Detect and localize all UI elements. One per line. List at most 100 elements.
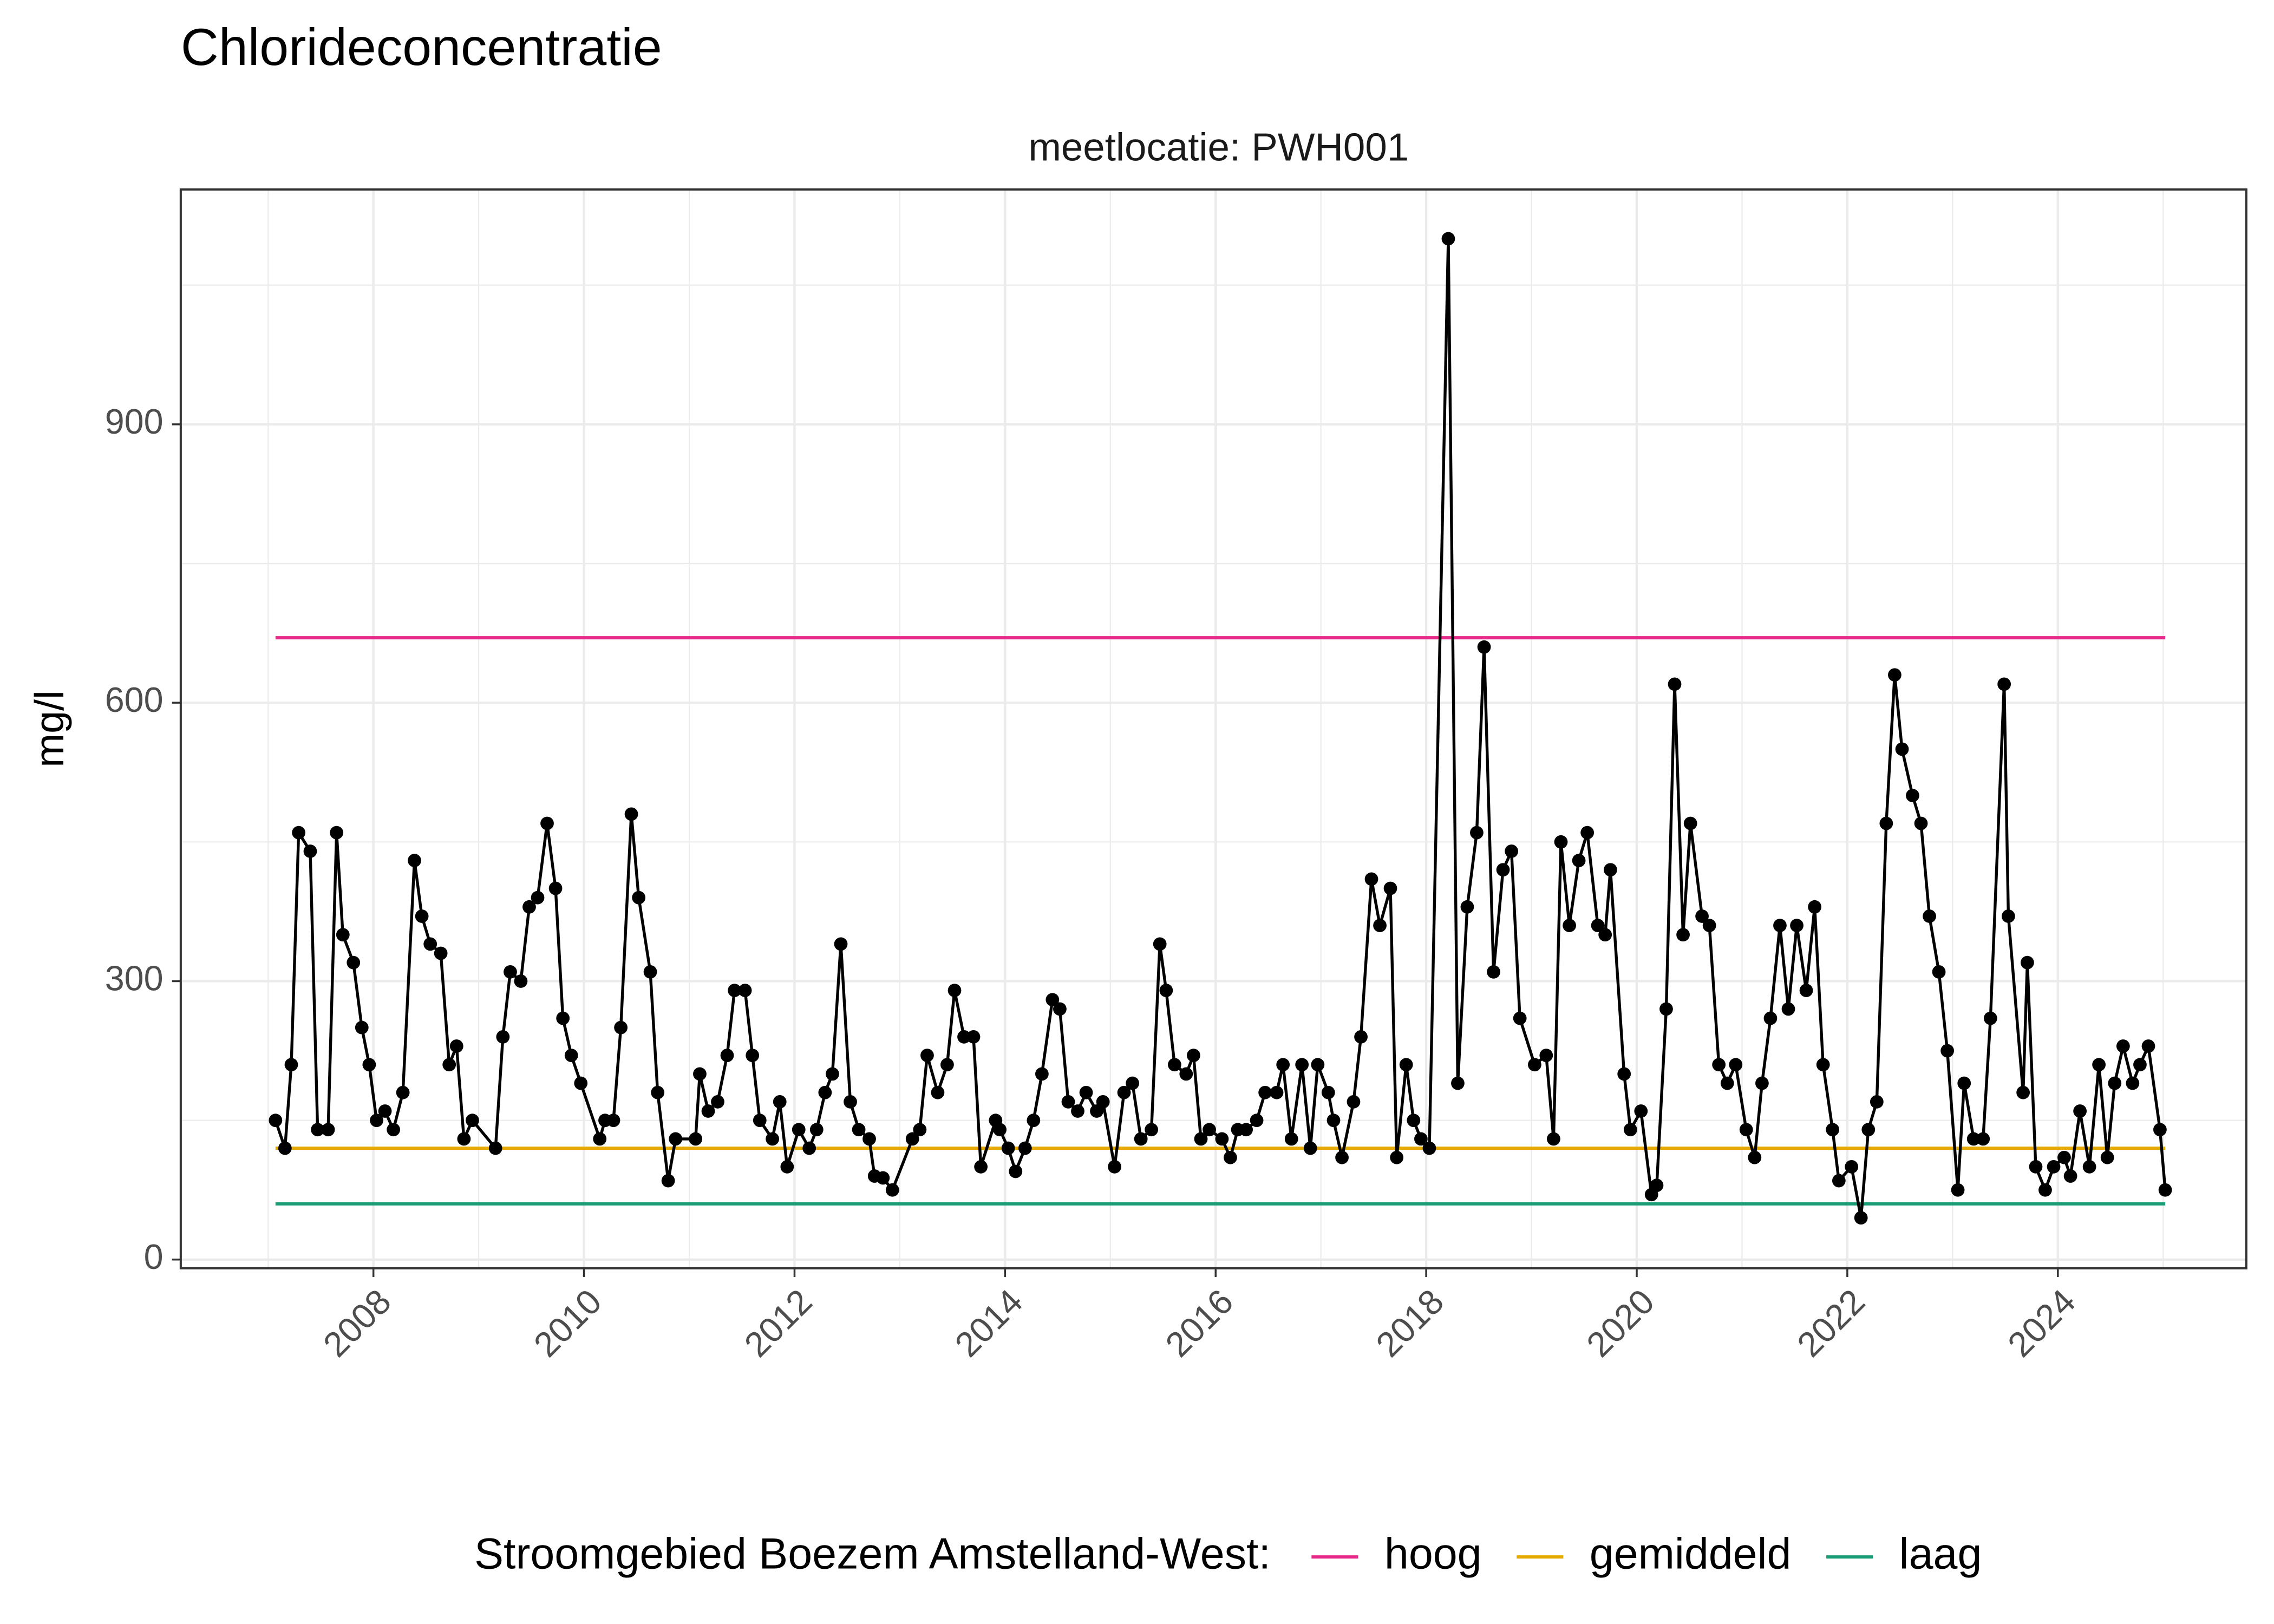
data-point — [1145, 1123, 1159, 1137]
data-point — [548, 881, 563, 895]
data-point — [1932, 965, 1946, 979]
data-point — [1773, 919, 1787, 932]
data-point — [1623, 1123, 1637, 1137]
data-point — [1224, 1150, 1237, 1164]
data-point — [913, 1123, 927, 1137]
data-point — [948, 984, 962, 998]
data-point — [1781, 1002, 1795, 1016]
data-point — [1496, 863, 1510, 877]
data-point — [1676, 928, 1690, 942]
data-point — [818, 1085, 832, 1099]
data-point — [396, 1085, 410, 1099]
data-point — [1108, 1160, 1121, 1174]
data-point — [940, 1058, 954, 1072]
data-point — [1826, 1123, 1840, 1137]
data-point — [1923, 909, 1936, 923]
data-point — [711, 1095, 724, 1109]
data-point — [1061, 1095, 1075, 1109]
data-point — [1347, 1095, 1361, 1109]
data-point — [773, 1095, 787, 1109]
data-point — [292, 826, 306, 840]
data-point — [284, 1058, 298, 1072]
data-point — [1354, 1030, 1368, 1044]
data-point — [1460, 900, 1474, 914]
data-point — [1712, 1058, 1726, 1072]
data-point — [1617, 1067, 1631, 1081]
data-point — [780, 1160, 794, 1174]
data-point — [2092, 1058, 2106, 1072]
data-point — [1580, 826, 1595, 840]
data-point — [1276, 1058, 1290, 1072]
data-point — [693, 1067, 707, 1081]
data-point — [1383, 881, 1397, 895]
y-tick-label: 600 — [105, 680, 164, 719]
data-point — [408, 854, 421, 867]
data-point — [792, 1123, 806, 1137]
data-point — [1870, 1095, 1884, 1109]
data-point — [531, 890, 545, 905]
data-point — [1755, 1076, 1769, 1090]
data-point — [1035, 1067, 1049, 1081]
data-point — [753, 1114, 767, 1128]
panel-background — [180, 189, 2246, 1268]
data-point — [2063, 1169, 2077, 1183]
data-point — [1239, 1123, 1253, 1137]
data-point — [1763, 1011, 1778, 1025]
data-point — [1554, 835, 1568, 849]
data-point — [1009, 1164, 1023, 1178]
data-point — [1071, 1104, 1084, 1118]
data-point — [303, 844, 317, 858]
data-point — [2158, 1183, 2172, 1197]
data-point — [1126, 1076, 1140, 1090]
data-point — [746, 1049, 760, 1063]
data-point — [1487, 965, 1500, 979]
data-point — [1659, 1002, 1673, 1016]
data-point — [957, 1030, 971, 1044]
data-point — [1414, 1132, 1428, 1146]
data-point — [1966, 1132, 1981, 1146]
data-point — [728, 984, 742, 998]
data-point — [701, 1104, 715, 1118]
data-point — [1407, 1114, 1421, 1128]
data-point — [1117, 1085, 1131, 1099]
data-point — [1572, 854, 1586, 867]
data-point — [1203, 1123, 1216, 1137]
data-point — [1505, 844, 1519, 858]
legend-title: Stroomgebied Boezem Amstelland-West: — [474, 1529, 1271, 1578]
data-point — [844, 1095, 857, 1109]
data-point — [1096, 1095, 1110, 1109]
data-point — [1997, 677, 2011, 691]
data-point — [556, 1011, 570, 1025]
data-point — [931, 1085, 945, 1099]
data-point — [1695, 909, 1709, 923]
data-point — [442, 1058, 456, 1072]
chart-title: Chlorideconcentratie — [181, 17, 662, 76]
data-point — [1650, 1178, 1664, 1193]
data-point — [1477, 640, 1491, 654]
data-point — [1079, 1085, 1093, 1099]
data-point — [1250, 1114, 1264, 1128]
data-point — [643, 965, 657, 979]
data-point — [1390, 1150, 1404, 1164]
data-point — [1808, 900, 1822, 914]
data-point — [1729, 1058, 1743, 1072]
data-point — [1957, 1076, 1971, 1090]
data-point — [564, 1049, 578, 1063]
y-tick-label: 900 — [105, 402, 164, 441]
data-point — [766, 1132, 780, 1146]
data-point — [1668, 677, 1682, 691]
data-point — [1270, 1085, 1284, 1099]
data-point — [1739, 1123, 1753, 1137]
data-point — [862, 1132, 876, 1146]
data-point — [1179, 1067, 1193, 1081]
data-point — [1940, 1044, 1955, 1058]
data-point — [466, 1114, 479, 1128]
data-point — [2126, 1076, 2140, 1090]
data-point — [885, 1183, 899, 1197]
data-point — [278, 1141, 292, 1155]
data-point — [1321, 1085, 1335, 1099]
data-point — [2057, 1150, 2071, 1164]
data-point — [1888, 668, 1901, 682]
data-point — [2133, 1058, 2147, 1072]
data-point — [1604, 863, 1617, 877]
